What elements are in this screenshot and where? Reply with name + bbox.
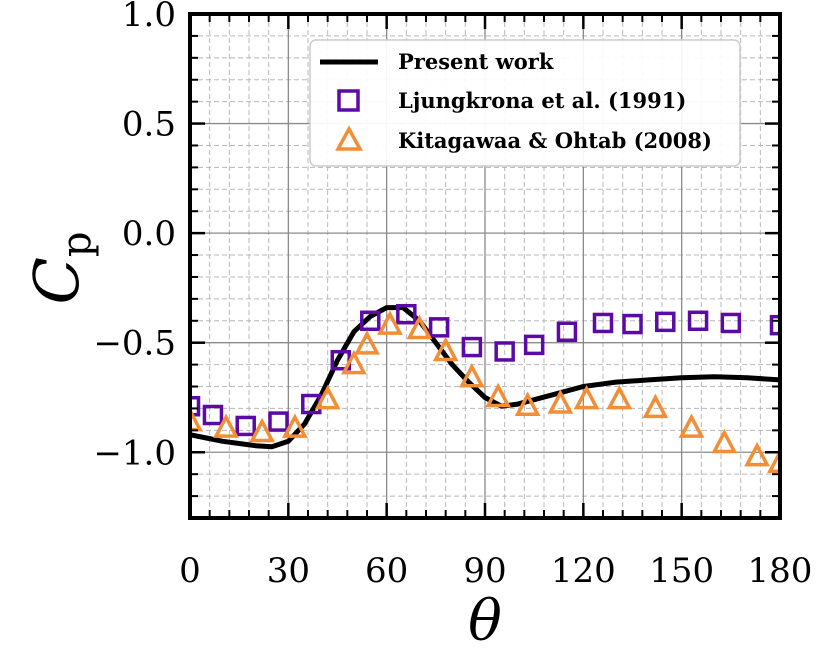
- x-tick-label: 30: [267, 551, 310, 591]
- kitagawaa-data-point: [744, 441, 770, 467]
- kitagawaa-data-point: [354, 330, 380, 355]
- ljungkrona-data-point: [687, 310, 709, 332]
- x-tick-label: 0: [179, 551, 201, 591]
- kitagawaa-data-point: [281, 413, 308, 438]
- ljungkrona-data-point: [235, 415, 256, 437]
- kitagawaa-data-point: [213, 413, 239, 438]
- ljungkrona-data-point: [622, 313, 643, 335]
- ljungkrona-data-point: [769, 314, 780, 336]
- kitagawaa-data-point: [767, 448, 780, 473]
- ljungkrona-data-point: [523, 334, 545, 356]
- kitagawaa-data-point: [432, 336, 459, 362]
- ljungkrona-data-point: [190, 395, 201, 417]
- legend-marker-kitagawaa: [335, 125, 363, 151]
- kitagawaa-data-point: [573, 384, 600, 410]
- kitagawaa-data-point: [406, 314, 433, 340]
- kitagawaa-data-point: [190, 406, 203, 432]
- ljungkrona-data-point: [655, 311, 676, 333]
- y-tick-label: −0.5: [93, 324, 176, 364]
- kitagawaa-data-point: [642, 393, 669, 419]
- legend-marker-ljungkrona: [337, 89, 360, 112]
- kitagawaa-data-point: [314, 384, 341, 410]
- ljungkrona-data-point: [396, 303, 417, 325]
- ljungkrona-data-point: [494, 341, 515, 362]
- x-tick-label: 150: [649, 551, 714, 591]
- x-axis-title: θ: [468, 589, 502, 654]
- ljungkrona-data-point: [592, 312, 614, 334]
- svg-text:Cp: Cp: [20, 231, 100, 304]
- plot-frame: [188, 12, 782, 520]
- kitagawaa-data-point: [377, 310, 403, 335]
- ljungkrona-data-point: [360, 310, 381, 332]
- x-tick-labels: 0 30 60 90 120 150 180: [179, 551, 812, 591]
- kitagawaa-data-point: [458, 362, 485, 388]
- y-axis-title-main: C: [20, 257, 93, 304]
- y-axis-title-sub: p: [54, 231, 100, 257]
- y-tick-label: −1.0: [93, 433, 176, 473]
- legend-label-ljungkrona: Ljungkrona et al. (1991): [398, 88, 686, 113]
- legend-box: [309, 39, 741, 167]
- legend: Present work Ljungkrona et al. (1991) Ki…: [309, 39, 741, 167]
- x-tick-label: 60: [365, 551, 408, 591]
- y-tick-labels: −1.0 −0.5 0.0 0.5 1.0: [93, 0, 176, 473]
- y-tick-label: 1.0: [122, 0, 176, 35]
- x-tick-label: 180: [748, 551, 813, 591]
- x-tick-label: 120: [551, 551, 616, 591]
- kitagawaa-data-point: [340, 349, 367, 375]
- x-tick-label: 90: [463, 551, 506, 591]
- kitagawaa-data-point: [606, 384, 633, 410]
- kitagawaa-data-point: [249, 417, 276, 443]
- plot-series: [190, 303, 780, 473]
- kitagawaa-data-point: [485, 382, 512, 408]
- legend-label-kitagawaa: Kitagawaa & Ohtab (2008): [398, 128, 712, 153]
- ljungkrona-data-point: [720, 312, 742, 334]
- legend-label-present-work: Present work: [398, 49, 554, 74]
- ljungkrona-data-point: [268, 411, 289, 432]
- ljungkrona-data-point: [556, 321, 578, 342]
- kitagawaa-data-point: [514, 391, 541, 416]
- kitagawaa-data-point: [711, 428, 738, 454]
- y-axis-title: Cp: [20, 231, 100, 304]
- ljungkrona-data-point: [428, 317, 450, 338]
- series-line-present-work: [190, 305, 780, 450]
- ljungkrona-data-point: [202, 404, 224, 426]
- y-tick-label: 0.5: [122, 105, 176, 145]
- ljungkrona-data-point: [461, 336, 483, 358]
- kitagawaa-data-point: [678, 413, 705, 438]
- kitagawaa-data-point: [547, 389, 574, 414]
- y-tick-label: 0.0: [122, 214, 176, 254]
